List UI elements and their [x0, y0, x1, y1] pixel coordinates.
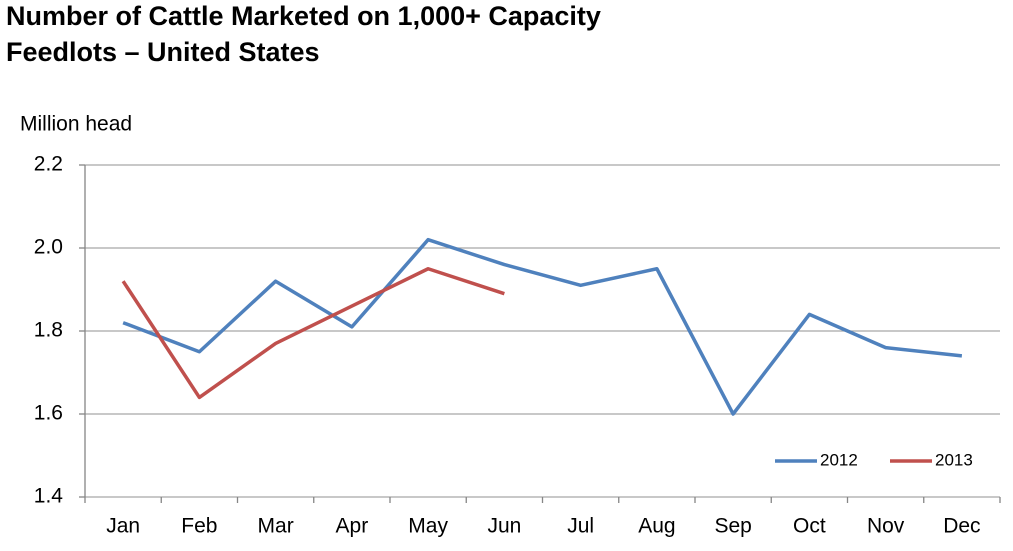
y-axis-label: Million head — [20, 113, 132, 136]
x-tick-label: Sep — [714, 515, 751, 538]
y-tick-label: 2.0 — [34, 236, 63, 259]
x-tick-label: Nov — [867, 515, 905, 538]
x-tick-label: Mar — [258, 515, 294, 538]
x-tick-label: Jul — [567, 515, 594, 538]
legend-label: 2012 — [820, 450, 858, 469]
x-tick-label: Jun — [487, 515, 521, 538]
x-tick-label: Oct — [793, 515, 826, 538]
y-tick-label: 1.4 — [34, 485, 64, 508]
chart-title: Feedlots – United States — [6, 37, 320, 67]
y-tick-label: 1.8 — [34, 319, 63, 342]
legend-label: 2013 — [935, 450, 973, 469]
x-tick-label: May — [408, 515, 448, 538]
data-line — [121, 267, 505, 400]
y-tick-label: 2.2 — [34, 153, 63, 176]
x-tick-label: Feb — [181, 515, 217, 538]
x-tick-label: Aug — [638, 515, 675, 538]
data-line — [122, 237, 963, 416]
chart-title: Number of Cattle Marketed on 1,000+ Capa… — [6, 1, 601, 31]
y-tick-label: 1.6 — [34, 402, 63, 425]
x-tick-label: Dec — [943, 515, 980, 538]
x-tick-label: Apr — [336, 515, 369, 538]
x-tick-label: Jan — [106, 515, 140, 538]
